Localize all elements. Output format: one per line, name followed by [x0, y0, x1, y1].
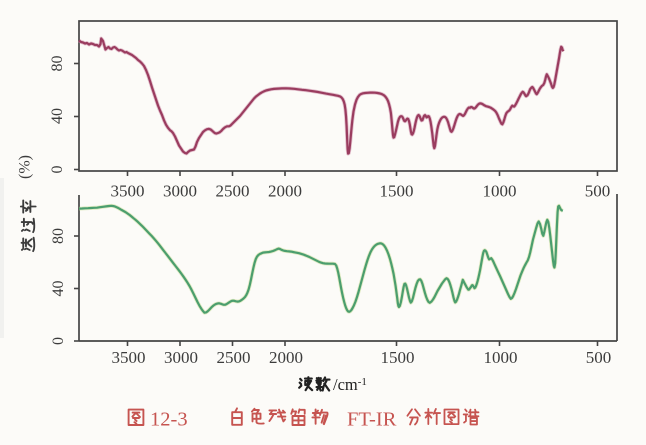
svg-text:2500: 2500	[216, 182, 250, 201]
svg-text:2500: 2500	[217, 348, 251, 367]
svg-text:1500: 1500	[381, 348, 415, 367]
svg-text:2000: 2000	[269, 348, 303, 367]
svg-text:2000: 2000	[268, 182, 302, 201]
svg-text:0: 0	[49, 166, 66, 174]
svg-text:3000: 3000	[163, 182, 197, 201]
svg-text:0: 0	[50, 337, 67, 345]
svg-text:1000: 1000	[483, 182, 517, 201]
svg-text:80: 80	[49, 56, 66, 72]
svg-text:40: 40	[49, 108, 66, 124]
svg-text:FT-IR: FT-IR	[347, 409, 397, 431]
svg-text:500: 500	[585, 182, 611, 201]
svg-text:(%): (%)	[17, 155, 34, 179]
svg-text:40: 40	[50, 281, 67, 297]
svg-text:500: 500	[586, 348, 612, 367]
svg-text:3500: 3500	[111, 182, 145, 201]
svg-text:1000: 1000	[484, 348, 518, 367]
svg-text:1500: 1500	[380, 182, 414, 201]
svg-text:3500: 3500	[112, 348, 146, 367]
svg-text:12-3: 12-3	[150, 409, 188, 431]
svg-text:3000: 3000	[164, 348, 198, 367]
svg-text:80: 80	[50, 228, 67, 244]
